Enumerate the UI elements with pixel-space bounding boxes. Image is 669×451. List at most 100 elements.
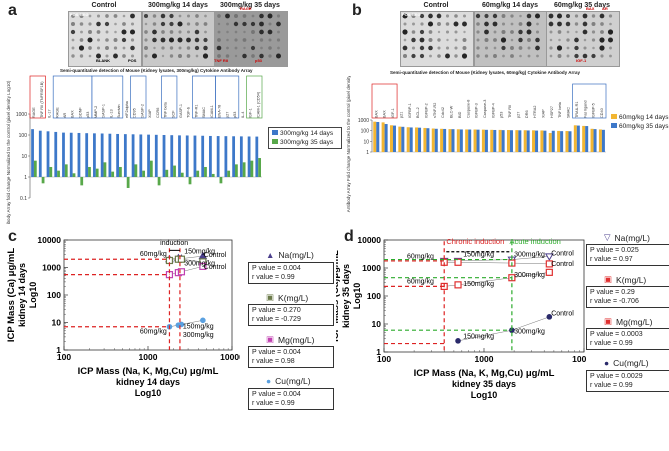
p-value: P value = 0.0003 — [590, 331, 643, 338]
bar — [201, 135, 205, 177]
x-axis-title-line: kidney 14 days — [116, 377, 180, 387]
blot-tag-igf1-b: IGF-1 — [576, 58, 587, 63]
bar — [211, 173, 215, 177]
bar — [247, 136, 251, 177]
bar — [108, 133, 112, 177]
bar — [85, 133, 89, 177]
series-line — [169, 266, 203, 275]
blot-spot — [217, 30, 221, 34]
blot-spot — [510, 22, 514, 26]
point-label: 150mg/kg — [183, 324, 214, 331]
gene-label: TRAIL R1 — [575, 101, 579, 118]
blot-spot — [420, 22, 424, 26]
blot-spot — [445, 14, 450, 18]
blot-spot — [225, 13, 230, 19]
blot-spot — [419, 37, 425, 43]
bar — [69, 132, 73, 177]
bar — [54, 131, 58, 177]
gene-label: IGF-1 — [391, 108, 395, 118]
blot-tag-pos2: POS — [128, 58, 137, 63]
bar — [49, 166, 53, 177]
p-value: P value = 0.29 — [590, 289, 635, 296]
gene-label: BAX — [71, 110, 75, 118]
panel-a: Control 300mg/kg 14 days 300mg/kg 35 day… — [0, 0, 342, 225]
blot-spot — [243, 30, 246, 34]
blot-spot — [71, 46, 75, 50]
stats-element-name: Na(mg/L) — [278, 250, 314, 260]
bar — [232, 136, 236, 177]
marker-mg — [199, 262, 207, 270]
stats-box: P value = 0.270 r value = -0.729 — [248, 304, 334, 326]
legend-b-swatch-35d — [611, 123, 617, 128]
blot-spot — [70, 29, 76, 35]
blot-spot — [549, 38, 553, 42]
blot-spot — [130, 22, 135, 26]
blot-spot — [484, 37, 489, 43]
bar — [484, 129, 488, 152]
blot-spot — [535, 37, 540, 43]
blot-spot — [79, 38, 84, 42]
gene-label: TNF-R1 — [194, 105, 198, 119]
gene-label: p53 — [500, 112, 504, 118]
blot-spot — [402, 13, 408, 19]
blot-image-35d-a — [214, 11, 288, 67]
blot-spot — [476, 30, 480, 34]
blot-tag-p53: p53 — [255, 58, 262, 63]
y-tick-label: 100 — [19, 133, 28, 139]
blot-tag-neg-b: NEG — [412, 12, 421, 17]
bar-chart-b: 1000 100 10 1 Antibody Array Fold change Nor… — [346, 76, 607, 212]
blot-spot — [476, 38, 480, 42]
blot-tag-bax-b: BAX — [586, 6, 595, 11]
gene-label: CD95 — [133, 108, 137, 118]
bar — [392, 125, 396, 152]
y-tick-label: 1 — [366, 150, 369, 156]
blot-spot — [402, 29, 408, 35]
bar — [515, 130, 519, 152]
bar-chart-a: 1000 100 10 1 0.1 Antibody Array fold change … — [6, 75, 263, 224]
blot-spot — [105, 46, 109, 50]
y-tick-label: 10 — [52, 318, 62, 328]
label-box — [91, 75, 124, 119]
legend-a-label-14d: 300mg/kg 14 days — [280, 130, 334, 137]
blot-spot — [130, 45, 135, 51]
blot-spot — [194, 37, 200, 43]
gene-label: RAGE — [32, 107, 36, 118]
bar — [149, 160, 153, 177]
x-tick-label: 100 — [57, 352, 71, 362]
gene-label: Survivin — [117, 104, 121, 118]
gene-label: ICAM-1 — [210, 105, 214, 118]
r-value: r value = 0.97 — [590, 256, 633, 263]
blot-spot — [411, 53, 416, 59]
blot-spot — [403, 22, 407, 26]
gene-label: IGFBP-5 — [592, 103, 596, 118]
blot-spot — [419, 53, 425, 59]
blot-spot — [446, 38, 449, 42]
blot-spot — [518, 46, 523, 50]
bar — [601, 129, 605, 152]
blot-spot — [427, 21, 434, 27]
bar — [103, 162, 107, 177]
blot-spot — [599, 13, 605, 19]
blot-spot — [96, 53, 101, 59]
gene-label: IL-4 — [241, 111, 245, 118]
bar — [576, 125, 580, 152]
blot-spot — [152, 29, 157, 35]
point-label: 60mg/kg — [407, 278, 434, 285]
bar — [162, 135, 166, 177]
blot-spot — [79, 22, 84, 26]
y-tick-label: 10 — [363, 139, 369, 145]
blot-spot — [476, 46, 480, 50]
blot-spot — [609, 46, 612, 50]
blot-spot — [484, 29, 489, 35]
blot-spot — [501, 45, 506, 51]
blot-spot — [583, 46, 587, 50]
bar — [242, 162, 246, 177]
x-axis-title-line: Log10 — [471, 390, 498, 400]
bar — [216, 136, 220, 177]
gene-label: IGFBP-4 — [491, 103, 495, 118]
stats-element-header: ▣ Mg(mg/L) — [266, 334, 314, 345]
blot-spot — [402, 53, 408, 59]
y-tick-label: 1000 — [16, 112, 27, 118]
r-value: r value = 0.99 — [252, 400, 295, 407]
bar — [506, 130, 510, 152]
